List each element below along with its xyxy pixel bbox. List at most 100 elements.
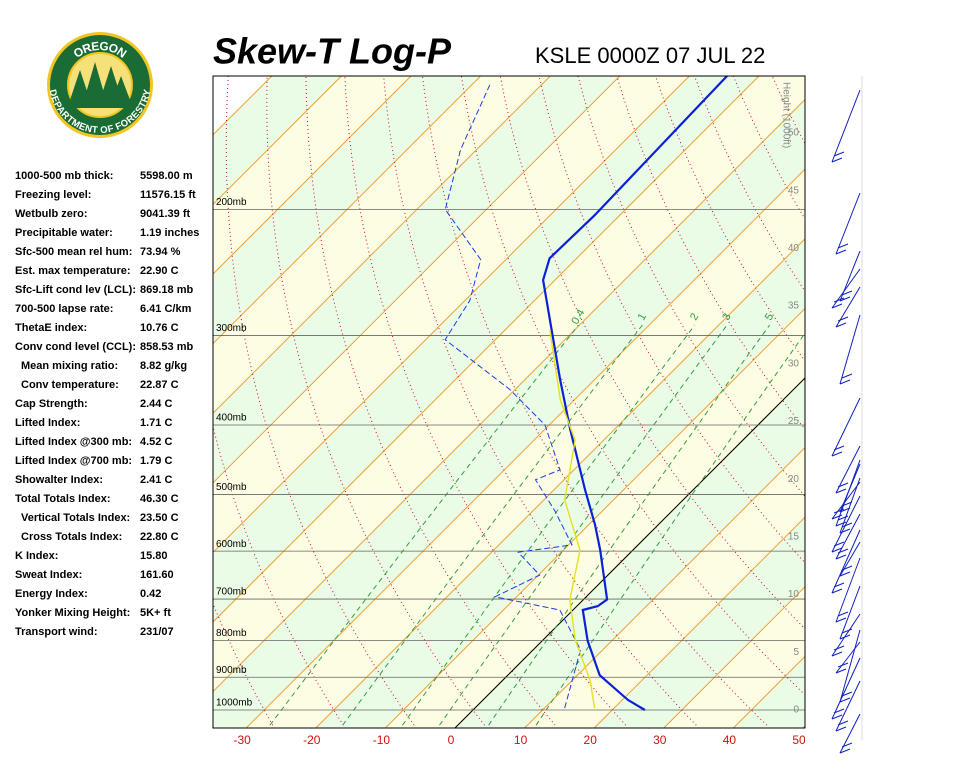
barb-feather [841, 691, 853, 697]
pressure-label: 1000mb [216, 698, 253, 709]
barb-staff [831, 657, 861, 720]
dry-adiabat [538, 76, 805, 564]
index-label: Sweat Index: [15, 569, 82, 581]
barb-feather [833, 541, 845, 547]
isotherm-band [213, 76, 805, 692]
barb-feather [835, 488, 847, 494]
index-label: Vertical Totals Index: [21, 512, 130, 524]
index-value: 22.90 C [140, 265, 179, 277]
barb-staff [839, 314, 861, 385]
barb-feather [837, 720, 849, 726]
index-label: K Index: [15, 550, 58, 562]
barb-staff [835, 641, 861, 674]
barb-feather [835, 617, 847, 623]
index-value: 0.42 [140, 588, 161, 600]
index-label: 1000-500 mb thick: [15, 170, 113, 182]
x-tick-label: 40 [723, 733, 737, 747]
index-value: 1.71 C [140, 417, 172, 429]
index-value: 6.41 C/km [140, 303, 192, 315]
barb-feather [839, 571, 851, 577]
height-label: 35 [788, 301, 800, 312]
dry-adiabat [799, 51, 960, 726]
barb-feather [837, 243, 849, 249]
barb-feather [835, 668, 847, 674]
x-tick-label: -30 [234, 733, 252, 747]
index-label: Conv temperature: [21, 379, 119, 391]
index-value: 9041.39 ft [140, 208, 190, 220]
barb-feather [841, 565, 853, 571]
isotherm [873, 76, 960, 728]
dry-adiabat [213, 424, 344, 726]
index-label: Freezing level: [15, 189, 91, 201]
barb-feather [841, 522, 853, 528]
index-value: 23.50 C [140, 512, 179, 524]
index-value: 22.80 C [140, 531, 179, 543]
index-value: 8.82 g/kg [140, 360, 187, 372]
barb-feather [831, 451, 843, 457]
mixing-ratio-label: 2 [688, 311, 701, 322]
isotherm [213, 76, 551, 414]
dry-adiabat [655, 76, 805, 362]
index-label: Conv cond level (CCL): [15, 341, 136, 353]
isotherm [593, 516, 805, 728]
height-label: 45 [788, 185, 800, 196]
isotherm [213, 76, 342, 206]
barb-staff [831, 89, 861, 163]
index-label: Est. max temperature: [15, 265, 131, 277]
isotherm [213, 76, 481, 345]
barb-staff [831, 529, 861, 594]
mixing-ratio-line [535, 332, 805, 726]
wind-barbs [831, 89, 861, 754]
isotherm [213, 76, 760, 623]
isotherm [213, 76, 412, 275]
index-label: Cap Strength: [15, 398, 88, 410]
mixing-ratio-label: 1 [636, 311, 649, 322]
barb-feather [841, 290, 853, 296]
x-tick-label: -10 [373, 733, 391, 747]
isotherm [802, 725, 805, 728]
index-value: 858.53 mb [140, 341, 193, 353]
index-value: 15.80 [140, 550, 168, 562]
index-value: 1.79 C [140, 455, 172, 467]
isotherm [213, 76, 621, 484]
dry-adiabat [460, 76, 805, 696]
index-label: Mean mixing ratio: [21, 360, 118, 372]
barb-feather [841, 628, 853, 634]
barb-staff [835, 192, 861, 255]
index-value: 73.94 % [140, 246, 181, 258]
index-value: 5598.00 m [140, 170, 193, 182]
mixing-ratio-line [439, 324, 728, 726]
chart-subtitle: KSLE 0000Z 07 JUL 22 [535, 43, 765, 68]
index-value: 2.41 C [140, 474, 172, 486]
barb-staff [835, 557, 861, 623]
dry-adiabat [499, 76, 805, 630]
barb-feather [831, 514, 843, 520]
barb-staff [839, 585, 861, 640]
x-tick-label: 30 [653, 733, 667, 747]
index-label: ThetaE index: [15, 322, 87, 334]
dry-adiabat [616, 76, 805, 430]
plot-area: 0.4 1 2 3 5 8 [213, 51, 960, 728]
x-tick-label: 10 [514, 733, 528, 747]
logo-ground [70, 100, 130, 108]
barb-feather [837, 316, 849, 322]
barb-feather [835, 726, 847, 732]
index-value: 4.52 C [140, 436, 172, 448]
mixing-ratio-label: 8 [804, 311, 817, 322]
barb-staff [839, 477, 861, 534]
barb-feather [835, 322, 847, 328]
barb-feather [837, 662, 849, 668]
mixing-ratio-line [402, 324, 696, 726]
zero-isotherm [454, 377, 805, 728]
barb-feather [831, 588, 843, 594]
isotherm [524, 446, 805, 728]
height-label: 5 [793, 647, 799, 658]
index-value: 231/07 [140, 626, 174, 638]
pressure-label: 300mb [216, 323, 247, 334]
height-axis-label: Height (1000ft) [780, 82, 791, 148]
isotherm-band [803, 726, 805, 728]
dry-adiabat [837, 51, 960, 726]
index-value: 161.60 [140, 569, 174, 581]
barb-feather [831, 714, 843, 720]
